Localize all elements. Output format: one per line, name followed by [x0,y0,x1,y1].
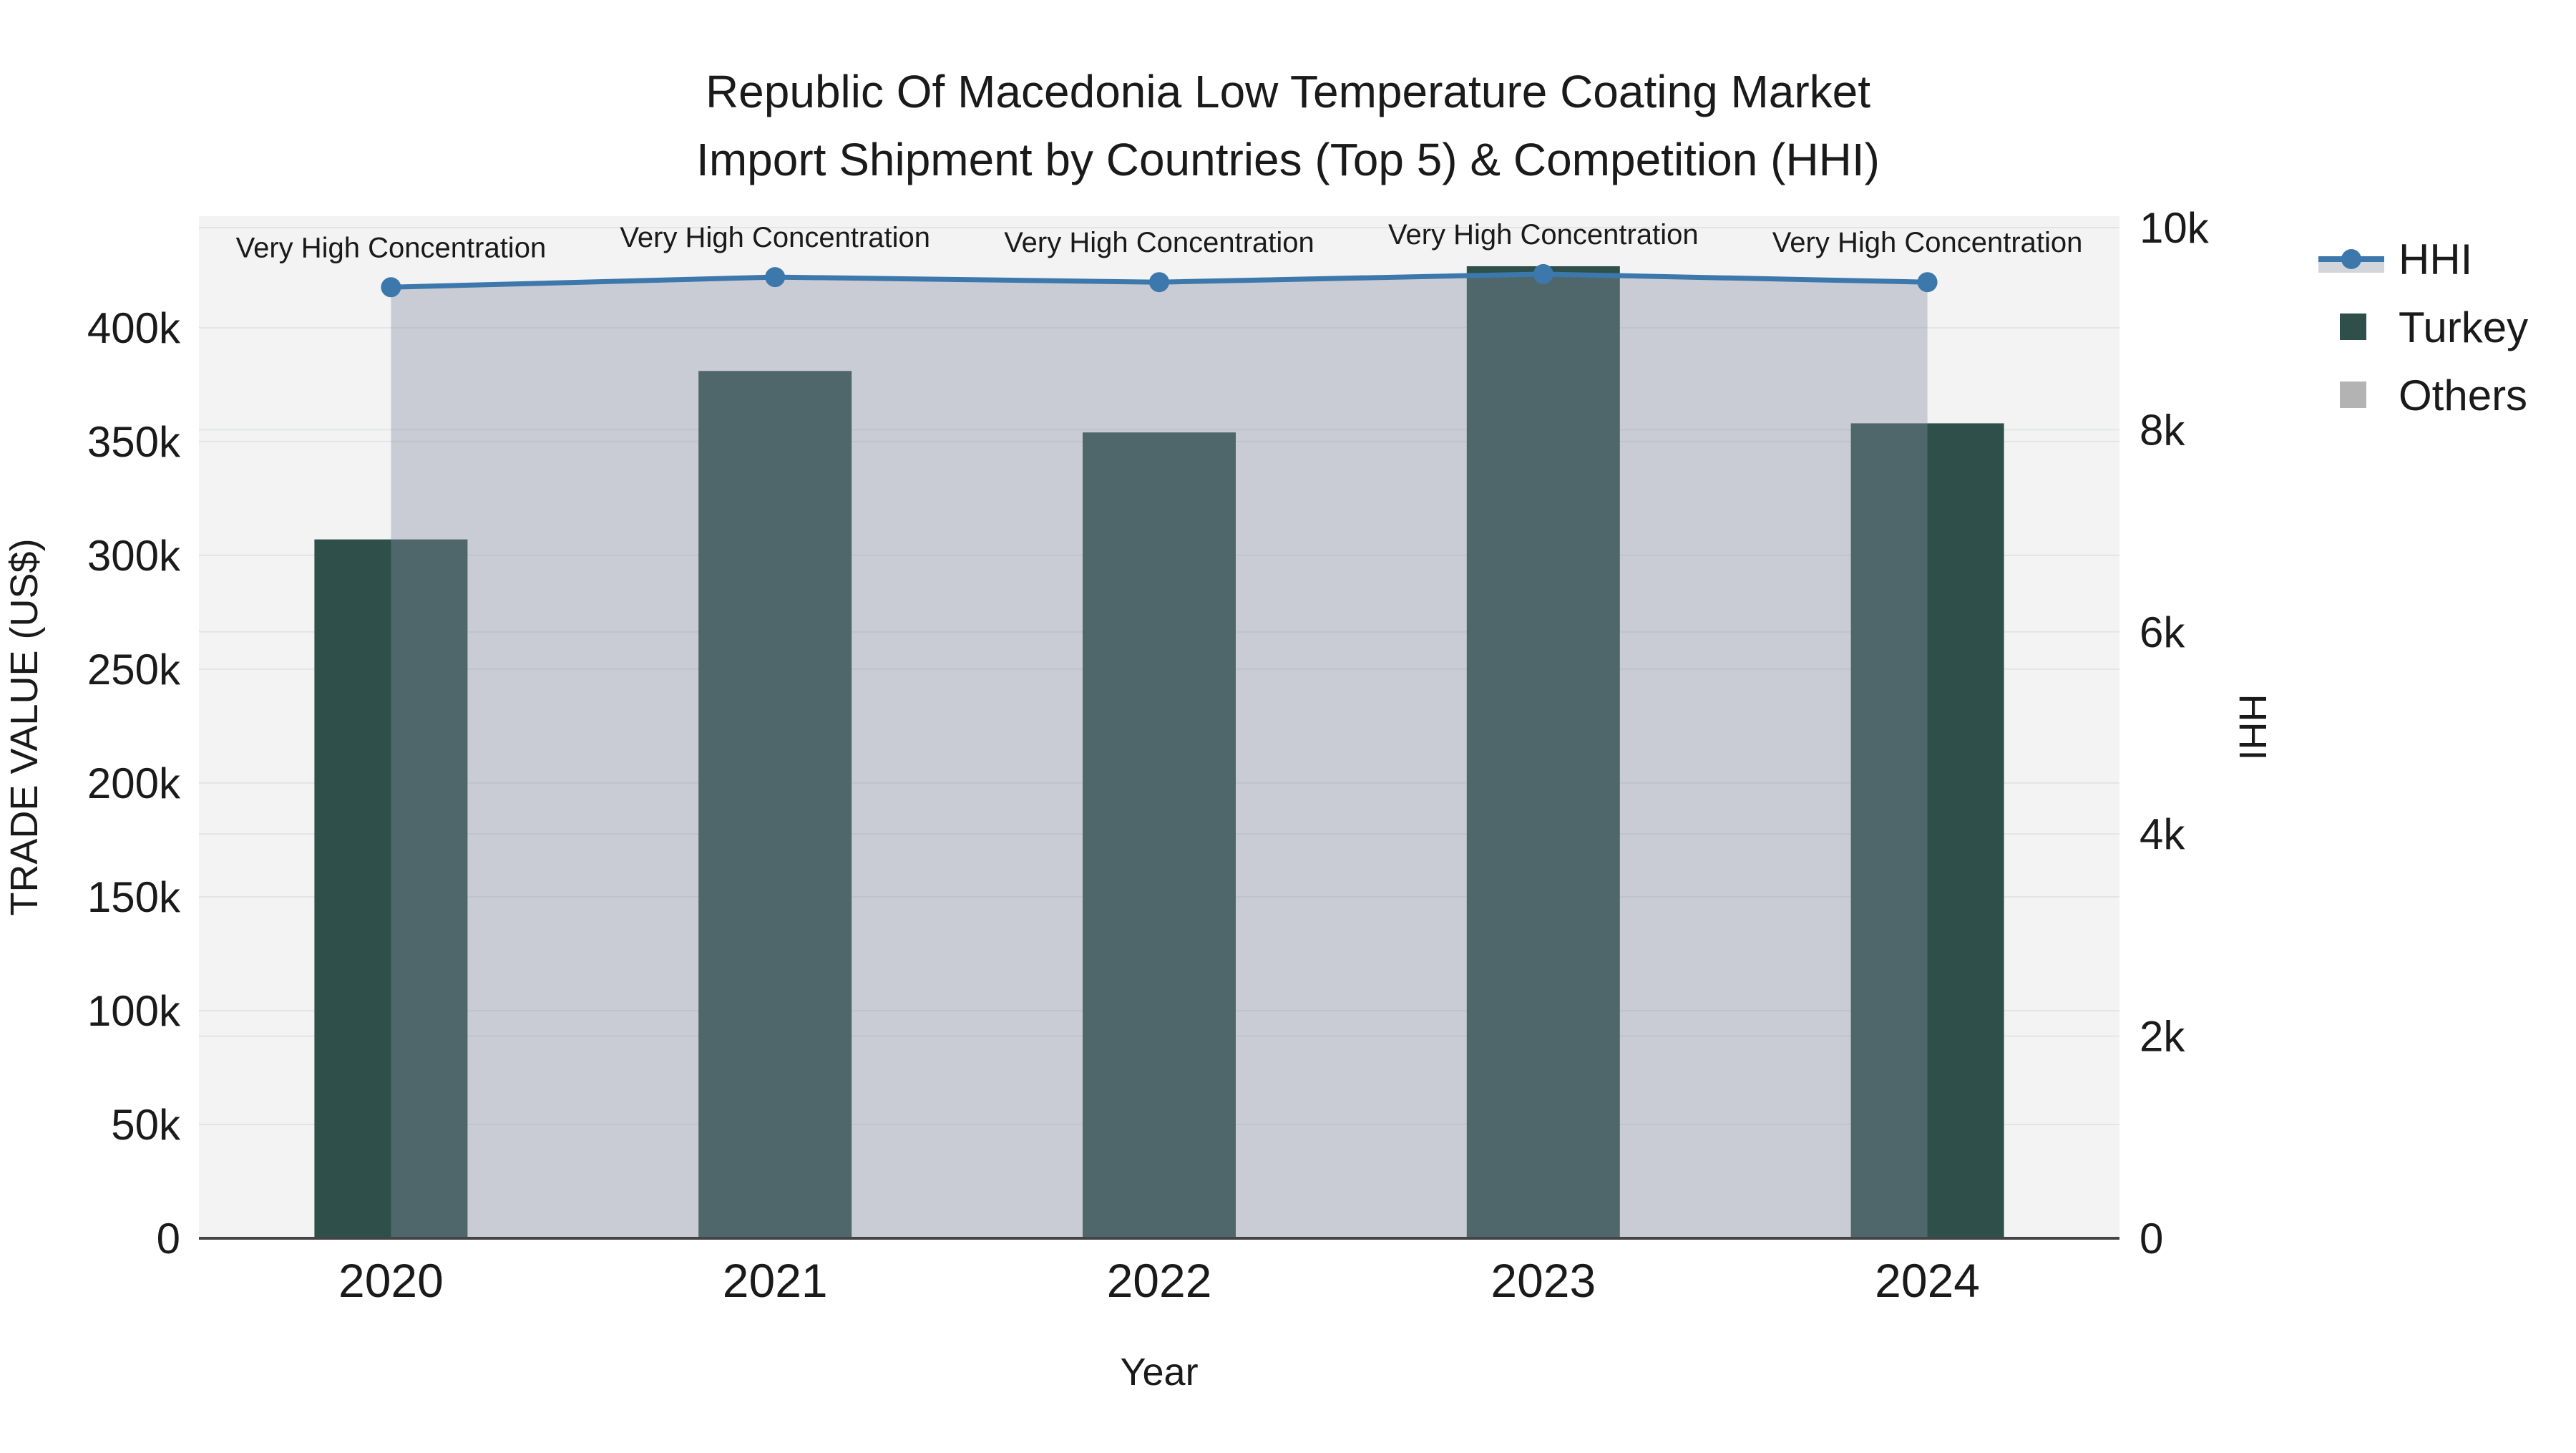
hhi-marker-2022 [1149,272,1169,293]
y-left-tick-300k: 300k [87,532,181,580]
legend-item-others[interactable]: Others [2340,371,2527,419]
annotation-2023: Very High Concentration [1388,219,1699,251]
bars-layer [314,266,2004,1239]
x-axis-title: Year [1120,1351,1198,1394]
tick-labels-layer: 0 50k 100k 150k 200k 250k 300k 350k 400k 0 2k 4k 6k 8… [87,204,2210,1307]
y-right-tick-10k: 10k [2140,204,2210,252]
x-tick-2020: 2020 [338,1254,444,1307]
hhi-marker-2020 [381,277,401,298]
annotation-2024: Very High Concentration [1772,227,2083,258]
annotations-layer: Very High Concentration Very High Concent… [236,219,2083,263]
y-left-tick-350k: 350k [87,418,181,466]
legend-turkey-swatch [2340,314,2366,340]
legend-label-hhi: HHI [2399,235,2472,283]
annotation-2020: Very High Concentration [236,232,547,263]
annotation-2022: Very High Concentration [1004,227,1314,258]
hhi-line-layer [381,263,1938,298]
x-tick-2023: 2023 [1491,1254,1596,1307]
bar-turkey-2023 [1466,266,1620,1239]
hhi-marker-2021 [765,267,786,288]
legend-others-swatch [2340,382,2366,408]
y-left-tick-50k: 50k [111,1101,181,1149]
y-right-tick-6k: 6k [2140,608,2185,656]
y-left-tick-250k: 250k [87,646,181,694]
hhi-marker-2024 [1917,272,1938,293]
x-tick-2024: 2024 [1875,1254,1980,1307]
x-tick-2022: 2022 [1107,1254,1212,1307]
hhi-area-layer [391,273,1928,1238]
bar-turkey-2021 [698,371,852,1238]
x-tick-2021: 2021 [723,1254,828,1307]
y-left-tick-0: 0 [157,1215,180,1263]
chart-title-line1: Republic Of Macedonia Low Temperature Co… [706,66,1870,117]
bar-turkey-2022 [1083,432,1236,1238]
annotation-2021: Very High Concentration [620,222,930,253]
legend-label-turkey: Turkey [2399,303,2528,351]
y-axis-title-left: TRADE VALUE (US$) [3,538,46,915]
bar-turkey-2024 [1850,423,2004,1238]
y-axis-title-right: HHI [2231,694,2274,761]
y-right-tick-2k: 2k [2140,1013,2185,1061]
y-left-tick-100k: 100k [87,987,181,1035]
legend-item-hhi[interactable]: HHI [2318,235,2472,283]
y-left-tick-200k: 200k [87,759,181,807]
legend: HHI Turkey Others [2318,235,2528,419]
y-right-tick-8k: 8k [2140,406,2185,454]
y-right-tick-0: 0 [2140,1215,2163,1263]
hhi-area-fill [391,273,1928,1238]
legend-hhi-marker-swatch [2341,249,2361,269]
y-right-tick-4k: 4k [2140,810,2185,858]
legend-item-turkey[interactable]: Turkey [2340,303,2528,351]
bar-turkey-2020 [314,539,468,1238]
legend-label-others: Others [2399,371,2527,419]
y-left-tick-400k: 400k [87,304,181,352]
chart-title-line2: Import Shipment by Countries (Top 5) & C… [696,134,1880,185]
hhi-marker-2023 [1533,263,1553,284]
y-left-tick-150k: 150k [87,873,181,921]
